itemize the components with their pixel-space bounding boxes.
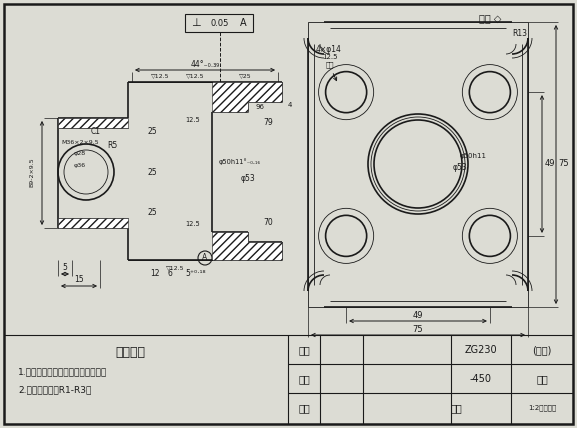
Text: 2.未注铸造圆角R1-R3。: 2.未注铸造圆角R1-R3。 [18, 386, 91, 395]
Text: 阀盖: 阀盖 [536, 374, 548, 384]
Text: ⊥: ⊥ [191, 18, 201, 28]
Text: 设计: 设计 [298, 345, 310, 355]
Text: 15: 15 [74, 276, 84, 285]
Text: ▽12.5: ▽12.5 [166, 265, 184, 270]
Text: 0.05: 0.05 [211, 18, 229, 27]
Bar [185, 14, 253, 32]
Text: C1: C1 [91, 128, 101, 137]
Text: 1:2机械知识: 1:2机械知识 [528, 405, 556, 411]
Text: 70: 70 [263, 217, 273, 226]
Text: M36×2×9.5: M36×2×9.5 [61, 140, 99, 145]
Polygon shape [58, 218, 128, 228]
Text: 12.5: 12.5 [186, 221, 200, 227]
Text: ▽12.5: ▽12.5 [151, 74, 169, 78]
Text: B9-2×9.5: B9-2×9.5 [29, 157, 35, 187]
Text: 25: 25 [147, 128, 157, 137]
Polygon shape [128, 232, 282, 260]
Text: φ50h11°₋₀.₁₆: φ50h11°₋₀.₁₆ [219, 159, 261, 165]
Text: 79: 79 [263, 118, 273, 127]
Text: 5: 5 [62, 264, 68, 273]
Text: φ50h11: φ50h11 [459, 153, 486, 159]
Text: 25: 25 [147, 208, 157, 217]
Text: 12.5: 12.5 [186, 117, 200, 123]
Text: 12: 12 [150, 270, 160, 279]
Text: 1.铸件应经时效处理，消除内应力。: 1.铸件应经时效处理，消除内应力。 [18, 368, 107, 377]
Polygon shape [58, 118, 128, 128]
Text: 96: 96 [256, 104, 264, 110]
Polygon shape [128, 82, 282, 112]
Text: φ36: φ36 [74, 163, 86, 169]
Bar [308, 22, 528, 307]
Text: ▽25: ▽25 [239, 74, 252, 78]
Text: 75: 75 [413, 324, 424, 333]
Text: φ53: φ53 [452, 163, 467, 172]
Text: 比例: 比例 [450, 403, 462, 413]
Text: R13: R13 [512, 29, 527, 38]
Text: -450: -450 [470, 374, 492, 384]
Text: 技术要求: 技术要求 [115, 345, 145, 359]
Text: 5⁺⁰·¹⁸: 5⁺⁰·¹⁸ [186, 270, 206, 279]
Text: 审核: 审核 [298, 403, 310, 413]
Text: 其余 ◇: 其余 ◇ [479, 13, 501, 23]
Text: A: A [203, 253, 208, 262]
Text: 4: 4 [288, 102, 292, 108]
Text: (单位): (单位) [533, 345, 552, 355]
Text: 通孔: 通孔 [326, 62, 335, 68]
Text: ZG230: ZG230 [464, 345, 497, 355]
Text: ▽12.5: ▽12.5 [186, 74, 204, 78]
Text: 校核: 校核 [298, 374, 310, 384]
Text: R5: R5 [107, 142, 117, 151]
Text: 44°₋₀.₃₉: 44°₋₀.₃₉ [190, 59, 220, 68]
Text: 6: 6 [167, 270, 173, 279]
Text: 49: 49 [545, 160, 555, 169]
Text: φ28: φ28 [74, 152, 86, 157]
Text: φ53: φ53 [241, 173, 256, 182]
Text: A: A [239, 18, 246, 28]
Text: 25: 25 [147, 167, 157, 176]
Text: 75: 75 [559, 160, 569, 169]
Text: 12.5: 12.5 [323, 54, 338, 60]
Text: 4×φ14: 4×φ14 [315, 45, 341, 54]
Text: 49: 49 [413, 310, 424, 319]
